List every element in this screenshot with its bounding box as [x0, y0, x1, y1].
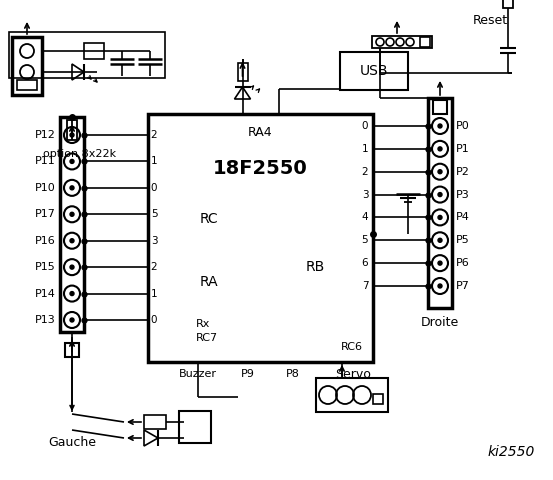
- Text: 0: 0: [151, 315, 157, 325]
- Polygon shape: [234, 87, 251, 99]
- Bar: [144, 415, 166, 429]
- Text: P8: P8: [286, 369, 300, 379]
- Bar: [67, 120, 77, 140]
- Text: Rx: Rx: [196, 319, 210, 329]
- Text: 1: 1: [362, 144, 368, 154]
- Bar: [372, 36, 432, 48]
- Text: RB: RB: [306, 260, 325, 274]
- Text: 18F2550: 18F2550: [213, 159, 308, 179]
- Text: USB: USB: [360, 64, 388, 78]
- Text: 1: 1: [150, 288, 157, 299]
- Text: 0: 0: [362, 121, 368, 131]
- Text: P16: P16: [35, 236, 56, 246]
- Text: P3: P3: [456, 190, 469, 200]
- Bar: [17, 80, 37, 90]
- Text: P0: P0: [456, 121, 469, 131]
- Text: P9: P9: [241, 369, 255, 379]
- Text: 2: 2: [362, 167, 368, 177]
- Bar: [12, 37, 42, 95]
- Text: P17: P17: [35, 209, 56, 219]
- Circle shape: [70, 291, 74, 296]
- Circle shape: [70, 318, 74, 322]
- Text: 6: 6: [362, 258, 368, 268]
- Text: P11: P11: [35, 156, 56, 167]
- Polygon shape: [144, 430, 158, 446]
- Circle shape: [438, 238, 442, 242]
- Text: 3: 3: [362, 190, 368, 200]
- Text: 2: 2: [150, 262, 157, 272]
- Text: Gauche: Gauche: [48, 435, 96, 448]
- Text: P14: P14: [35, 288, 56, 299]
- Circle shape: [438, 216, 442, 219]
- Text: RA: RA: [200, 275, 218, 289]
- Circle shape: [438, 261, 442, 265]
- Text: 1: 1: [150, 156, 157, 167]
- Text: option 8x22k: option 8x22k: [44, 149, 117, 159]
- Bar: [428, 98, 452, 308]
- Bar: [60, 117, 84, 332]
- Text: 5: 5: [150, 209, 157, 219]
- Bar: [179, 411, 211, 443]
- Bar: [433, 100, 447, 114]
- Text: P12: P12: [35, 130, 56, 140]
- Text: 0: 0: [151, 183, 157, 193]
- Circle shape: [438, 170, 442, 174]
- Text: P2: P2: [456, 167, 470, 177]
- Bar: [340, 52, 408, 90]
- Bar: [148, 114, 373, 362]
- Text: P1: P1: [456, 144, 469, 154]
- Circle shape: [70, 239, 74, 243]
- Text: P15: P15: [35, 262, 56, 272]
- Text: P7: P7: [456, 281, 470, 291]
- Bar: [316, 378, 388, 412]
- Circle shape: [438, 192, 442, 197]
- Bar: [65, 343, 79, 357]
- Text: P5: P5: [456, 235, 469, 245]
- Text: Servo: Servo: [335, 368, 371, 381]
- Circle shape: [70, 159, 74, 163]
- Bar: [420, 37, 430, 47]
- Bar: [503, 0, 513, 8]
- Text: RA4: RA4: [248, 125, 273, 139]
- Text: Buzzer: Buzzer: [179, 369, 217, 379]
- Circle shape: [70, 212, 74, 216]
- Text: RC: RC: [200, 212, 218, 226]
- Circle shape: [438, 147, 442, 151]
- Text: P6: P6: [456, 258, 469, 268]
- Text: RC7: RC7: [196, 333, 218, 343]
- Circle shape: [70, 265, 74, 269]
- Text: 2: 2: [150, 130, 157, 140]
- Bar: [237, 63, 248, 81]
- Text: Droite: Droite: [421, 315, 459, 328]
- Polygon shape: [72, 64, 84, 80]
- Text: 4: 4: [362, 213, 368, 222]
- Text: RC6: RC6: [341, 342, 363, 352]
- Text: 5: 5: [362, 235, 368, 245]
- Bar: [84, 43, 104, 59]
- Circle shape: [438, 124, 442, 128]
- Text: ki2550: ki2550: [488, 445, 535, 459]
- Text: P13: P13: [35, 315, 56, 325]
- Circle shape: [438, 284, 442, 288]
- Text: Reset: Reset: [472, 14, 508, 27]
- Text: P10: P10: [35, 183, 56, 193]
- Text: 7: 7: [362, 281, 368, 291]
- Text: 3: 3: [150, 236, 157, 246]
- Bar: [9, 32, 165, 78]
- Circle shape: [70, 186, 74, 190]
- Bar: [373, 394, 383, 404]
- Circle shape: [70, 133, 74, 137]
- Text: P4: P4: [456, 213, 470, 222]
